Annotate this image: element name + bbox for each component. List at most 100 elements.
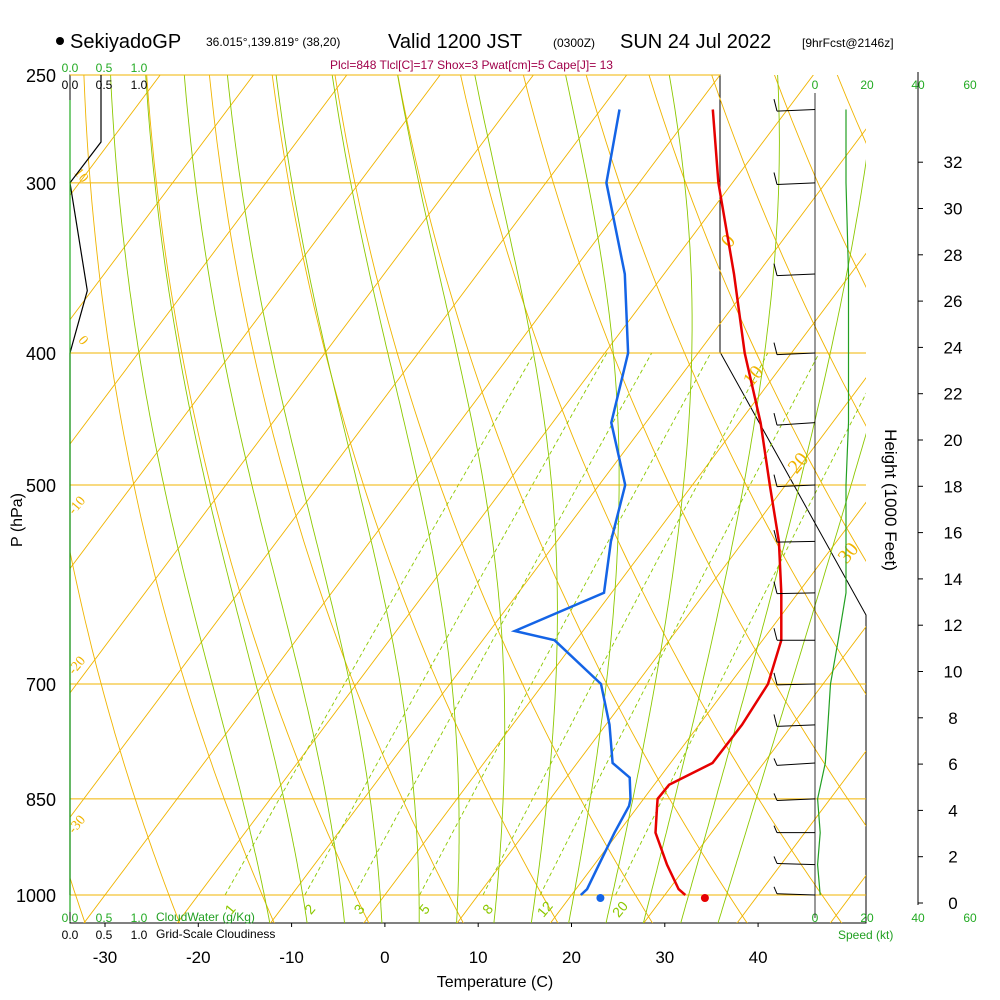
mixing-ratio-label: 8: [479, 901, 496, 917]
isotherm-line: [270, 128, 866, 923]
isotherm-line: [70, 75, 161, 196]
wind-barb-flag: [773, 98, 778, 112]
wind-barb-staff: [776, 182, 816, 185]
height-tick-label: 18: [944, 477, 963, 496]
speed-tick-label: 20: [860, 911, 874, 925]
dry-adiabat-lines: 10 0: [70, 0, 1000, 941]
sounding-indices: Plcl=848 Tlcl[C]=17 Shox=3 Pwat[cm]=5 Ca…: [330, 58, 613, 72]
moist-adiabat-line: [110, 75, 271, 923]
sounding-profiles: [510, 109, 783, 902]
cloudiness-tick-label: 0.0: [62, 928, 79, 942]
x-axis-label: Temperature (C): [437, 974, 553, 991]
moist-adiabat-lines: [110, 75, 866, 923]
isotherm-line: [643, 625, 866, 923]
utc-time: (0300Z): [553, 36, 595, 50]
moist-adiabat-line: [680, 158, 866, 923]
mixing-ratio-lines: 1 2 3 5 8 12 20: [221, 352, 866, 920]
wind-barb-flag: [773, 672, 778, 685]
cloudiness-tick-label: 1.0: [131, 78, 148, 92]
isotherm-line: [70, 75, 628, 818]
station-coords: 36.015°,139.819° (38,20): [206, 35, 340, 49]
dry-adiabat-line: [848, 0, 1000, 941]
cloudwater-tick-label: 1.0: [131, 61, 148, 75]
height-tick-label: 4: [948, 801, 957, 820]
height-tick-label: 2: [948, 848, 957, 867]
wind-barb-staff: [776, 893, 816, 896]
mixing-ratio-line: [304, 352, 608, 896]
wind-barb-staff: [776, 683, 816, 686]
dry-adiabat-line: [774, 75, 866, 289]
wind-speed-line: [816, 109, 850, 896]
speed-tick-label: 60: [963, 911, 977, 925]
moist-adiabat-line: [183, 75, 345, 923]
mixing-ratio-label: 12: [533, 898, 555, 920]
height-axis-label: Height (1000 Feet): [881, 429, 900, 571]
wind-barb-flag: [773, 263, 778, 276]
isotherm-line: [911, 0, 1000, 941]
surface-dewpoint-dot: [596, 894, 605, 902]
x-tick-label: -10: [279, 948, 304, 967]
dry-adiabat-line: [585, 75, 866, 696]
isotherm-line: [549, 501, 866, 923]
isotherm-label: 30: [834, 538, 864, 567]
height-tick-label: 24: [944, 338, 963, 357]
height-tick-label: 26: [944, 292, 963, 311]
dry-adiabat-line: [711, 75, 866, 427]
speed-tick-label: 20: [860, 78, 874, 92]
height-tick-label: 14: [944, 570, 963, 589]
pressure-tick-label: 850: [26, 790, 56, 810]
isotherm-label: -10: [66, 494, 89, 518]
surface-temperature-dot: [700, 894, 709, 902]
dry-adiabat-line: [907, 0, 1000, 941]
dewpoint-line: [510, 109, 632, 896]
x-tick-label: 40: [749, 948, 768, 967]
x-tick-label: 20: [562, 948, 581, 967]
wind-barb-flag: [773, 628, 778, 641]
wind-barb-staff: [776, 762, 816, 766]
pressure-tick-label: 400: [26, 344, 56, 364]
height-tick-label: 22: [944, 385, 963, 404]
dry-adiabat-line: [334, 75, 653, 923]
wind-barb-flag: [773, 886, 778, 894]
dry-adiabat-line: [397, 75, 748, 923]
cloudiness-tick-label: 0.0: [62, 78, 79, 92]
moist-adiabat-line: [226, 75, 383, 923]
cloudiness-tick-label: 1.0: [131, 928, 148, 942]
station-dot: [56, 37, 64, 45]
moist-adiabat-line: [565, 75, 620, 923]
height-tick-label: 16: [944, 524, 963, 543]
moist-adiabat-line: [275, 75, 420, 923]
mixing-ratio-line: [353, 352, 653, 896]
cloudiness-label: Grid-Scale Cloudiness: [156, 927, 275, 941]
mixing-ratio-label: 2: [301, 901, 318, 917]
mixing-ratio-label: 20: [609, 898, 631, 920]
valid-time: Valid 1200 JST: [388, 31, 522, 53]
wind-barb-staff: [776, 484, 816, 488]
isotherm-line: [456, 377, 866, 923]
isotherm-line: [736, 750, 866, 923]
valid-date: SUN 24 Jul 2022: [620, 31, 771, 53]
x-tick-label: -20: [186, 948, 211, 967]
wind-barb-flag: [773, 172, 778, 185]
pressure-tick-label: 300: [26, 174, 56, 194]
dry-adiabat-line: [648, 75, 866, 563]
mixing-ratio-line: [224, 352, 535, 896]
isotherm-label: -20: [66, 654, 89, 678]
pressure-tick-label: 250: [26, 66, 56, 86]
wind-barb-flag: [773, 825, 778, 833]
dry-adiabat-line: [83, 75, 275, 923]
moist-adiabat-line: [474, 75, 558, 923]
wind-barb-staff: [776, 862, 816, 866]
isotherm-line: [70, 75, 255, 321]
isotherm-line: [829, 874, 866, 923]
height-tick-label: 0: [948, 894, 957, 913]
cloudwater-tick-label: 0.0: [62, 61, 79, 75]
wind-barb-staff: [776, 422, 816, 426]
temperature-line: [654, 109, 783, 896]
moist-adiabat-line: [397, 75, 506, 923]
moist-adiabat-line: [331, 75, 460, 923]
wind-barb-flag: [773, 530, 778, 543]
cloudiness-tick-label: 0.5: [96, 78, 113, 92]
height-tick-label: 20: [944, 431, 963, 450]
dry-adiabat-line: [522, 75, 866, 827]
